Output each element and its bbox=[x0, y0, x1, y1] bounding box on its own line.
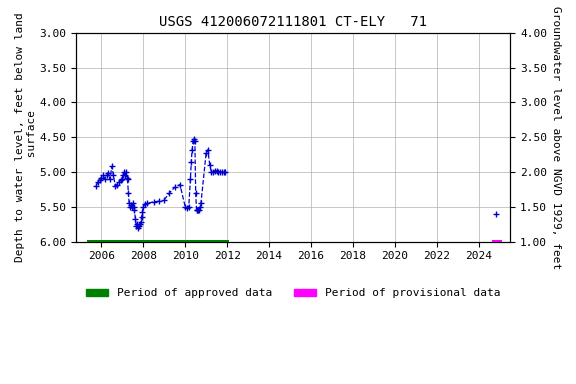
Y-axis label: Groundwater level above NGVD 1929, feet: Groundwater level above NGVD 1929, feet bbox=[551, 6, 561, 269]
Legend: Period of approved data, Period of provisional data: Period of approved data, Period of provi… bbox=[81, 284, 505, 303]
Title: USGS 412006072111801 CT-ELY   71: USGS 412006072111801 CT-ELY 71 bbox=[159, 15, 427, 29]
Y-axis label: Depth to water level, feet below land
 surface: Depth to water level, feet below land su… bbox=[15, 12, 37, 262]
